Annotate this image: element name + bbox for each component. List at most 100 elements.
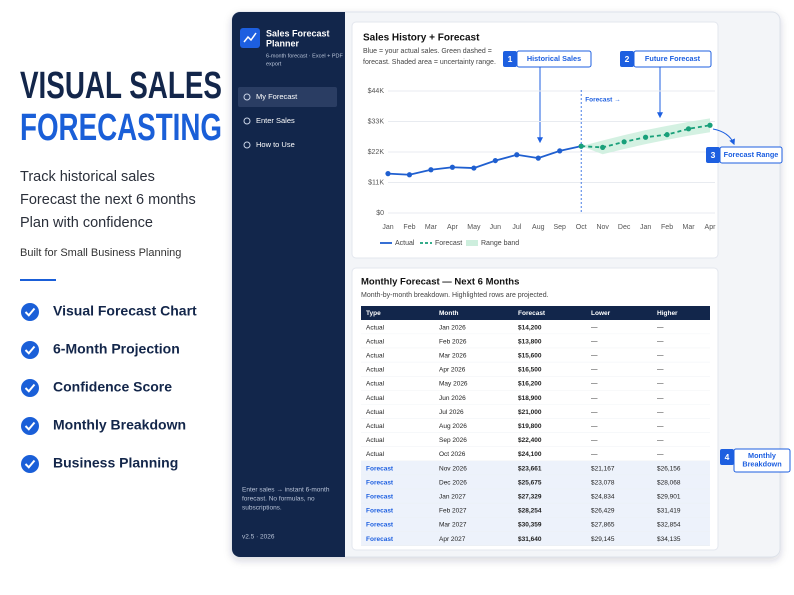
- table-cell: $26,156: [657, 465, 681, 472]
- table-cell: Aug 2026: [439, 423, 467, 430]
- legend-swatch: [466, 240, 478, 246]
- callout-number: 4: [725, 452, 730, 462]
- x-tick-label: Jan: [382, 224, 393, 231]
- feature-item: Monthly Breakdown: [53, 417, 186, 433]
- table-cell: —: [657, 451, 664, 458]
- data-point: [428, 167, 434, 173]
- hero-rule: [20, 279, 56, 281]
- y-tick-label: $22K: [368, 149, 385, 156]
- x-tick-label: Mar: [425, 224, 438, 231]
- app-logo-icon: [243, 32, 257, 43]
- chart-card: [351, 21, 719, 259]
- table-cell: —: [591, 395, 598, 402]
- hero-note: Built for Small Business Planning: [20, 247, 181, 259]
- table-row: [361, 320, 710, 335]
- callout-number: 2: [625, 54, 630, 64]
- data-point: [578, 143, 584, 149]
- feature-item: Confidence Score: [53, 379, 172, 395]
- table-cell: $34,135: [657, 536, 681, 543]
- table-cell: —: [657, 352, 664, 359]
- table-cell: $21,167: [591, 465, 615, 472]
- check-mark: [24, 421, 36, 431]
- table-header-cell: Forecast: [518, 310, 546, 317]
- app-subtitle: export: [266, 61, 282, 67]
- table-cell: —: [591, 423, 598, 430]
- table-row: [361, 334, 710, 349]
- table-cell: —: [657, 409, 664, 416]
- table-cell: $14,200: [518, 324, 542, 331]
- callout-badge: [706, 147, 720, 163]
- table-title: Monthly Forecast — Next 6 Months: [361, 277, 519, 288]
- table-header-cell: Higher: [657, 310, 678, 317]
- table-cell: $29,145: [591, 536, 615, 543]
- table-cell: $24,834: [591, 493, 615, 500]
- callout-arrow: [712, 128, 735, 146]
- table-cell: $27,865: [591, 522, 615, 529]
- table-row: [361, 489, 710, 504]
- table-cell: $13,800: [518, 338, 542, 345]
- check-icon: [21, 303, 39, 321]
- app-subtitle: 6-month forecast · Excel + PDF: [266, 53, 344, 59]
- check-mark: [24, 459, 36, 469]
- table-cell: $29,901: [657, 493, 681, 500]
- table-cell: Forecast: [366, 465, 394, 472]
- callout-label: Future Forecast: [645, 54, 701, 63]
- table-cell: —: [591, 338, 598, 345]
- table-row: [361, 432, 710, 447]
- table-cell: $16,200: [518, 381, 542, 388]
- check-mark: [24, 383, 36, 393]
- legend-label: Range band: [481, 240, 519, 247]
- y-tick-label: $11K: [368, 179, 384, 186]
- table-cell: Mar 2026: [439, 352, 467, 359]
- table-cell: —: [591, 437, 598, 444]
- app-name: Sales Forecast: [266, 28, 330, 38]
- table-cell: —: [591, 324, 598, 331]
- nav-item[interactable]: How to Use: [256, 140, 295, 149]
- table-cell: $28,254: [518, 508, 542, 515]
- callout-label: Monthly: [748, 451, 777, 460]
- table-cell: Actual: [366, 367, 385, 374]
- table-cell: Nov 2026: [439, 465, 467, 472]
- table-row: [361, 461, 710, 476]
- table-cell: $16,500: [518, 367, 542, 374]
- chart-title: Sales History + Forecast: [363, 33, 480, 44]
- table-cell: Feb 2027: [439, 508, 467, 515]
- nav-icon: [243, 141, 251, 149]
- table-row: [361, 362, 710, 377]
- data-point: [535, 155, 541, 161]
- table-cell: Actual: [366, 395, 385, 402]
- sidebar-edge: [330, 12, 345, 557]
- table-cell: $18,900: [518, 395, 542, 402]
- nav-item[interactable]: My Forecast: [256, 92, 298, 101]
- data-point: [449, 164, 455, 170]
- table-cell: Jun 2026: [439, 395, 466, 402]
- table-cell: $23,078: [591, 479, 615, 486]
- table-cell: Forecast: [366, 493, 394, 500]
- x-tick-label: Jan: [640, 224, 651, 231]
- nav-icon: [243, 117, 251, 125]
- table-row: [361, 446, 710, 461]
- x-tick-label: Oct: [576, 224, 587, 231]
- hero-tagline: Track historical sales: [20, 169, 155, 185]
- table-cell: Mar 2027: [439, 522, 467, 529]
- callout-badge: [720, 449, 734, 465]
- table-row: [361, 531, 710, 546]
- table-cell: Actual: [366, 381, 385, 388]
- check-icon: [21, 341, 39, 359]
- feature-item: Business Planning: [53, 455, 178, 471]
- table-cell: Forecast: [366, 508, 394, 515]
- x-tick-label: Feb: [661, 224, 673, 231]
- nav-item[interactable]: Enter Sales: [256, 116, 295, 125]
- data-point: [664, 132, 670, 138]
- table-cell: $27,329: [518, 493, 542, 500]
- x-tick-label: Apr: [705, 224, 717, 231]
- check-icon: [21, 379, 39, 397]
- table-cell: —: [591, 367, 598, 374]
- table-cell: $21,000: [518, 409, 542, 416]
- hero-title: FORECASTING: [20, 107, 222, 149]
- table-row: [361, 517, 710, 532]
- table-cell: —: [591, 409, 598, 416]
- table-cell: Forecast: [366, 536, 394, 543]
- legend-label: Actual: [395, 240, 415, 247]
